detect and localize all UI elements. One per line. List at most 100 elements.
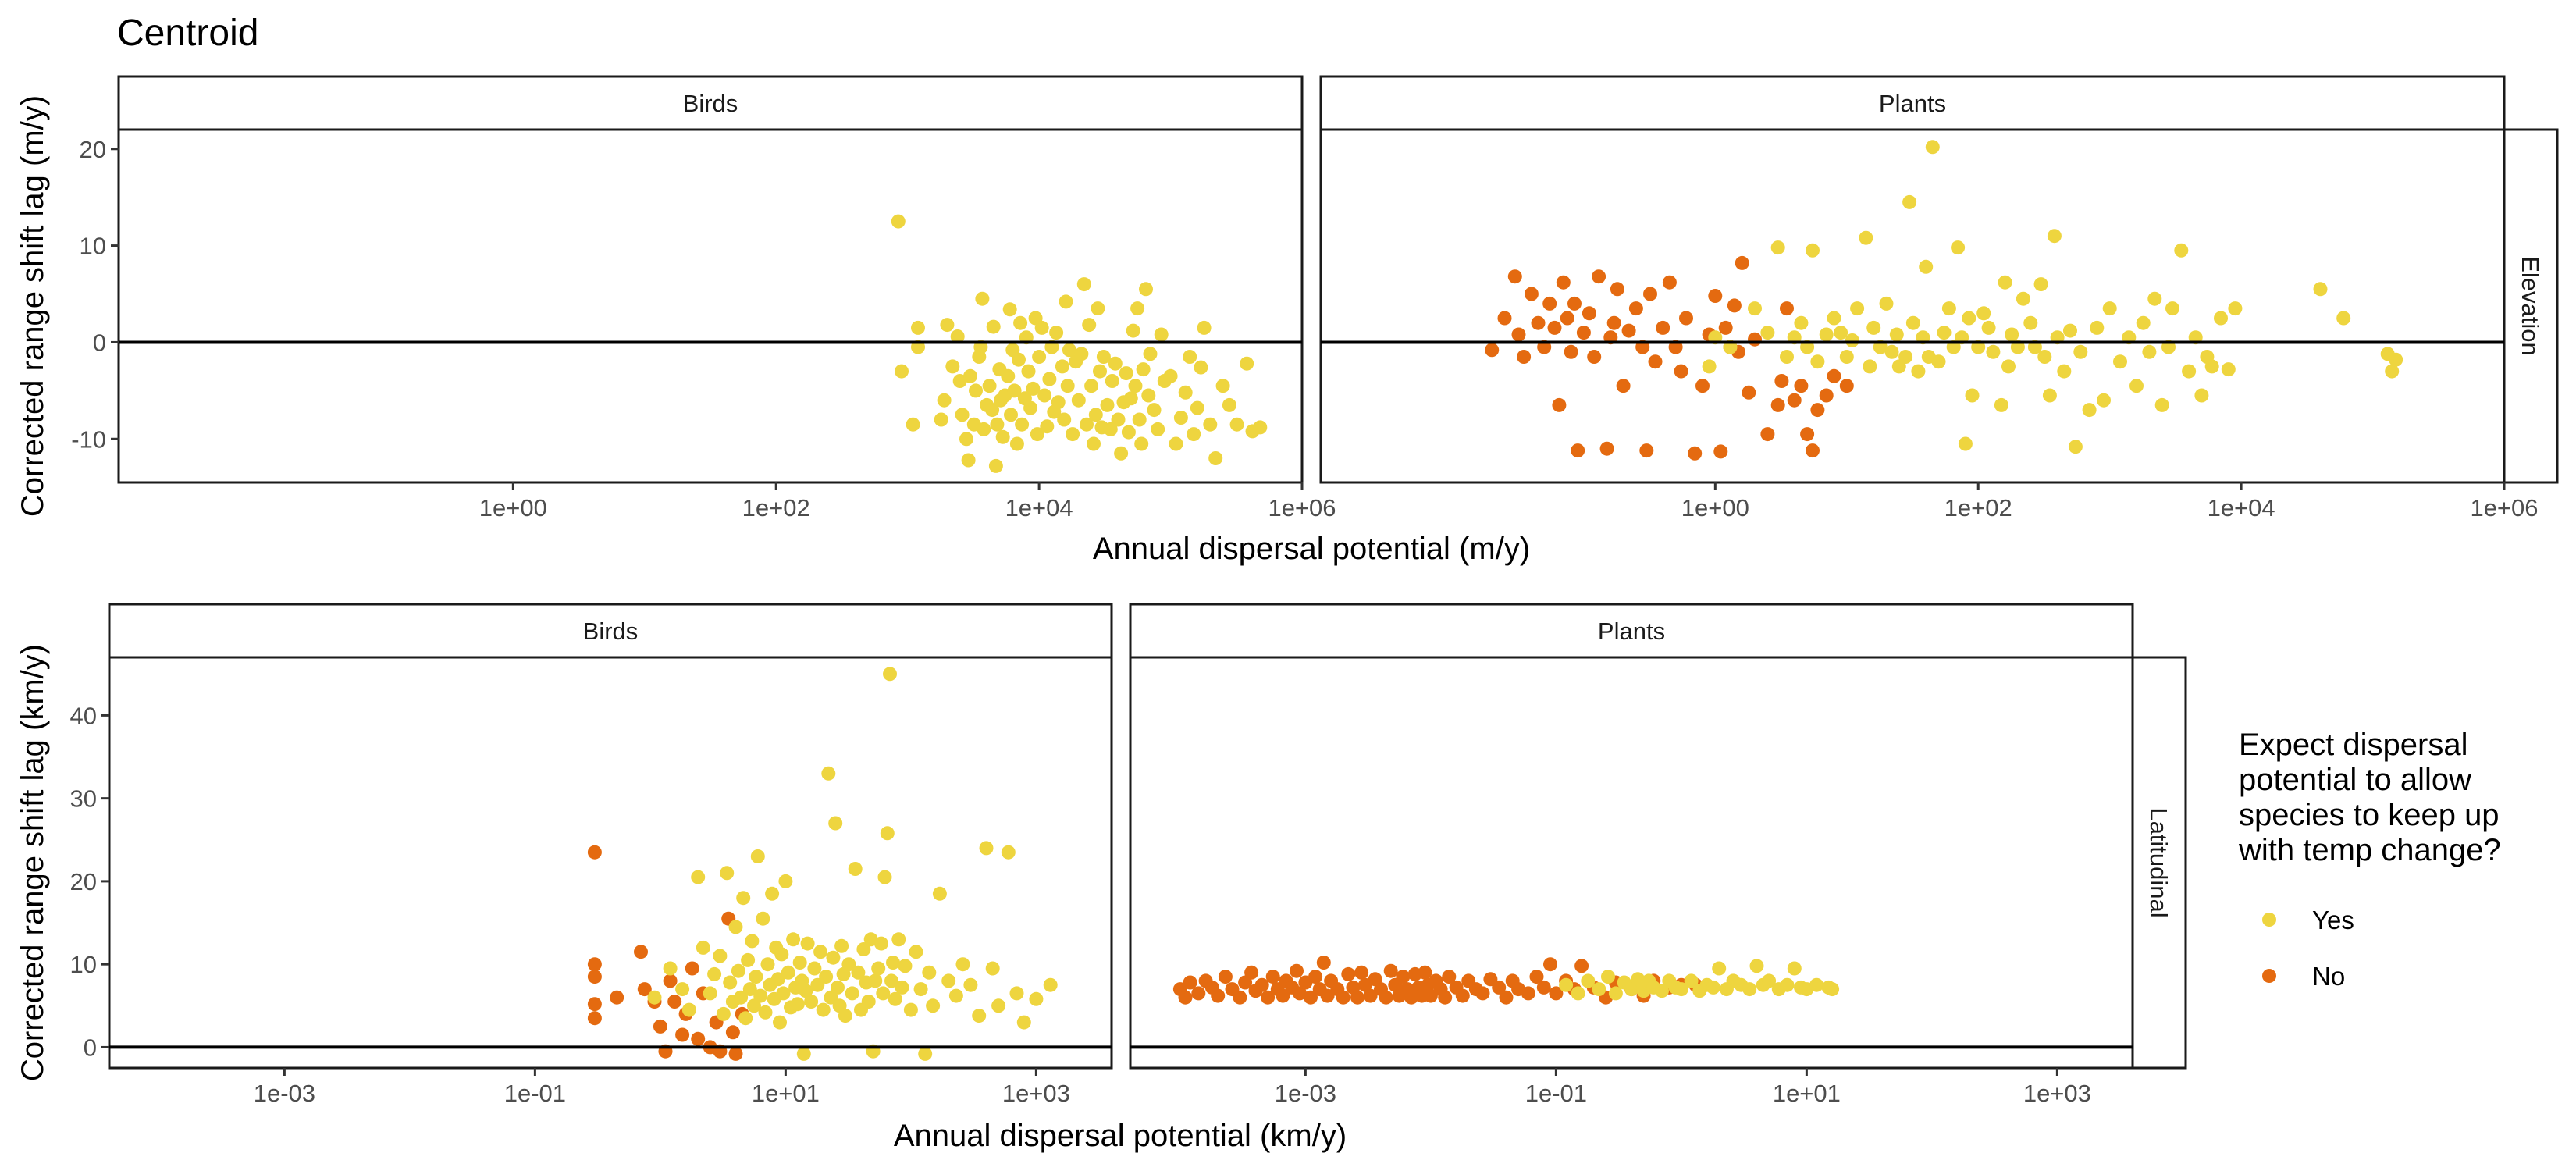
point-birds-latitudinal-yes-33	[773, 1015, 787, 1030]
figure-title: Centroid	[117, 12, 258, 54]
point-birds-latitudinal-yes-90	[926, 998, 941, 1013]
point-birds-elevation-yes-22	[982, 379, 997, 393]
point-birds-elevation-yes-23	[985, 403, 1000, 418]
row-strip-elevation	[2503, 128, 2559, 484]
point-birds-latitudinal-no-0	[587, 845, 602, 860]
point-plants-latitudinal-no-66	[1521, 986, 1535, 1001]
point-birds-elevation-yes-96	[1154, 327, 1169, 342]
point-plants-elevation-no-11	[1556, 275, 1571, 290]
point-plants-elevation-no-3	[1511, 327, 1526, 342]
point-plants-elevation-yes-11	[1810, 354, 1825, 369]
point-birds-latitudinal-yes-13	[728, 920, 743, 934]
point-birds-latitudinal-yes-77	[880, 826, 895, 841]
point-birds-elevation-yes-57	[1057, 412, 1072, 427]
point-plants-elevation-yes-52	[2016, 291, 2030, 306]
y-tick-label-elevation-2: 10	[80, 233, 106, 260]
point-birds-elevation-yes-39	[1015, 417, 1030, 432]
point-birds-latitudinal-yes-10	[720, 866, 735, 881]
point-birds-latitudinal-yes-9	[716, 1006, 731, 1021]
point-plants-latitudinal-yes-20	[1712, 961, 1727, 976]
point-birds-latitudinal-yes-1	[663, 961, 678, 976]
point-birds-latitudinal-yes-74	[873, 936, 888, 951]
legend-label-no: No	[2312, 962, 2345, 991]
point-birds-elevation-yes-105	[1194, 360, 1208, 375]
x-axis-title-elevation: Annual dispersal potential (m/y)	[1093, 532, 1530, 566]
point-plants-elevation-no-13	[1564, 344, 1578, 359]
point-plants-elevation-no-15	[1571, 443, 1585, 458]
point-birds-latitudinal-yes-52	[819, 970, 834, 984]
point-birds-latitudinal-yes-2	[675, 982, 690, 997]
point-plants-elevation-yes-34	[1931, 354, 1946, 369]
strip-label-plants-elevation: Plants	[1879, 90, 1946, 117]
point-plants-latitudinal-no-73	[1574, 959, 1589, 973]
point-birds-elevation-yes-82	[1119, 366, 1133, 381]
point-plants-elevation-yes-89	[2385, 364, 2400, 379]
point-plants-latitudinal-yes-30	[1787, 961, 1802, 976]
point-birds-latitudinal-yes-8	[713, 949, 728, 963]
strip-label-birds-latitudinal: Birds	[583, 618, 639, 645]
point-plants-latitudinal-no-30	[1336, 990, 1350, 1005]
point-birds-latitudinal-no-4	[587, 1011, 602, 1026]
point-birds-latitudinal-yes-69	[861, 995, 876, 1009]
point-plants-elevation-no-54	[1800, 427, 1815, 442]
point-plants-latitudinal-no-63	[1499, 990, 1514, 1005]
point-plants-latitudinal-no-27	[1320, 988, 1335, 1003]
point-plants-elevation-yes-80	[2194, 388, 2209, 403]
point-plants-elevation-yes-8	[1794, 315, 1809, 330]
point-plants-elevation-no-40	[1713, 444, 1728, 459]
facet-plants-elevation: Plants	[1319, 75, 2506, 484]
point-birds-latitudinal-yes-96	[972, 1009, 987, 1023]
point-plants-elevation-no-12	[1560, 311, 1574, 326]
point-birds-elevation-yes-84	[1123, 391, 1138, 406]
point-birds-latitudinal-yes-97	[979, 841, 994, 856]
y-tick-label-elevation-3: 20	[80, 136, 106, 163]
point-birds-latitudinal-yes-36	[778, 874, 793, 888]
strip-plants-elevation	[1319, 75, 2506, 131]
point-birds-latitudinal-yes-86	[909, 945, 923, 959]
point-birds-latitudinal-yes-7	[707, 966, 722, 981]
point-birds-elevation-yes-54	[1049, 326, 1064, 340]
legend-item-yes: Yes	[2262, 906, 2354, 934]
point-plants-elevation-no-57	[1819, 388, 1834, 403]
point-birds-elevation-yes-50	[1040, 419, 1055, 434]
point-plants-elevation-yes-13	[1827, 311, 1841, 326]
point-birds-elevation-yes-101	[1178, 385, 1193, 400]
point-plants-elevation-no-14	[1567, 296, 1582, 311]
point-plants-elevation-yes-4	[1760, 326, 1775, 340]
point-birds-latitudinal-yes-46	[800, 936, 815, 951]
strip-label-birds-elevation: Birds	[683, 90, 738, 117]
y-tick-label-latitudinal-3: 30	[70, 785, 97, 813]
x-axis-title-latitudinal: Annual dispersal potential (km/y)	[894, 1119, 1347, 1153]
point-birds-latitudinal-no-5	[610, 990, 624, 1005]
point-birds-elevation-yes-7	[940, 318, 955, 333]
y-axis-title-elevation: Corrected range shift lag (m/y)	[16, 95, 50, 517]
point-plants-elevation-yes-73	[2147, 291, 2162, 306]
point-plants-latitudinal-no-3	[1191, 986, 1206, 1001]
point-birds-latitudinal-yes-41	[790, 997, 805, 1012]
y-tick-label-latitudinal-1: 10	[70, 951, 97, 978]
point-birds-elevation-yes-86	[1128, 379, 1143, 393]
point-birds-latitudinal-yes-83	[895, 980, 909, 995]
point-birds-latitudinal-yes-15	[734, 990, 749, 1005]
point-plants-latitudinal-no-31	[1341, 966, 1356, 981]
point-birds-latitudinal-no-3	[587, 997, 602, 1012]
point-birds-elevation-yes-0	[891, 214, 906, 229]
point-plants-latitudinal-no-55	[1442, 970, 1457, 984]
point-birds-elevation-yes-49	[1037, 388, 1052, 403]
y-tick-label-latitudinal-0: 0	[84, 1034, 97, 1061]
x-tick-label-birds-latitudinal-3: 1e+03	[1002, 1080, 1070, 1107]
legend-title-line-2: potential to allow	[2239, 763, 2471, 797]
point-birds-latitudinal-no-15	[685, 961, 699, 976]
point-birds-elevation-yes-80	[1114, 446, 1129, 461]
legend-key-yes	[2262, 913, 2276, 927]
point-birds-elevation-yes-109	[1215, 379, 1230, 393]
point-birds-latitudinal-no-9	[653, 1019, 667, 1034]
point-plants-elevation-yes-26	[1898, 350, 1913, 364]
point-birds-latitudinal-yes-63	[845, 986, 859, 1001]
point-birds-latitudinal-yes-32	[770, 972, 785, 987]
point-plants-latitudinal-no-36	[1363, 988, 1378, 1003]
point-birds-elevation-yes-56	[1055, 359, 1069, 374]
point-plants-elevation-yes-41	[1962, 311, 1976, 326]
points-birds-latitudinal	[587, 667, 1058, 1061]
point-plants-elevation-no-58	[1827, 368, 1841, 383]
